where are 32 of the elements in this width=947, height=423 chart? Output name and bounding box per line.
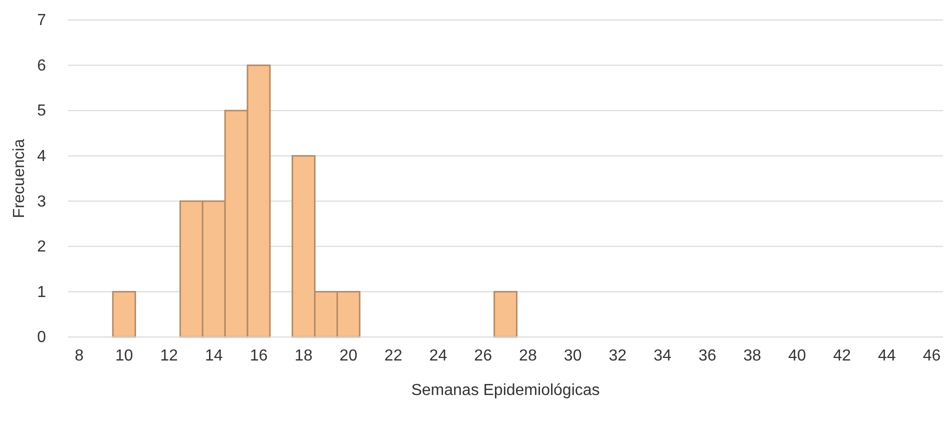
x-tick-label: 34 [654,347,672,364]
x-tick-label: 38 [743,347,762,364]
x-tick-label: 22 [384,347,402,364]
x-tick-label: 36 [698,347,716,364]
x-tick-label: 20 [340,347,358,364]
x-tick-label: 18 [294,347,313,364]
y-tick-label: 2 [37,238,46,256]
y-tick-label: 6 [37,57,46,74]
x-tick-label: 28 [519,347,537,364]
x-tick-label: 44 [878,347,896,364]
x-tick-label: 14 [204,347,223,364]
x-axis-title: Semanas Epidemiológicas [411,382,600,399]
x-tick-label: 8 [74,347,84,364]
x-tick-label: 46 [922,347,941,364]
x-tick-label: 10 [115,347,134,364]
x-tick-label: 24 [429,347,448,364]
y-tick-label: 0 [37,329,46,346]
x-tick-label: 16 [250,347,268,364]
y-tick-label: 5 [37,102,46,120]
y-tick-label: 3 [37,193,46,210]
x-tick-label: 30 [564,347,582,364]
x-tick-label: 42 [833,347,852,364]
bar [494,290,518,338]
x-tick-label: 12 [160,347,178,364]
y-tick-label: 4 [37,148,46,165]
y-axis-title: Frecuencia [11,138,28,218]
x-tick-label: 26 [474,347,492,364]
x-tick-label: 32 [608,347,627,364]
bar [112,290,136,338]
y-tick-label: 1 [37,284,46,301]
y-tick-label: 7 [37,12,46,30]
x-tick-label: 40 [788,347,806,364]
